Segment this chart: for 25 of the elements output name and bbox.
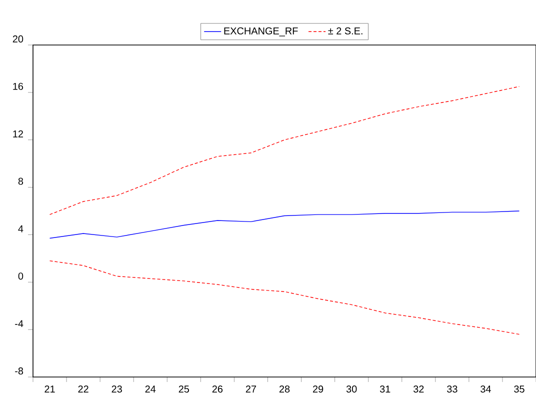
x-tick-label: 29	[312, 386, 324, 393]
x-tick-label: 30	[346, 386, 357, 393]
x-tick-label: 31	[380, 386, 390, 393]
x-tick-label: 24	[145, 386, 156, 392]
x-tick-label: 35	[514, 386, 524, 393]
x-tick-label: 22	[78, 386, 88, 392]
x-tick-label: 21	[44, 386, 55, 392]
x-tick-label: 25	[178, 386, 190, 393]
x-tick-label: 32	[413, 386, 424, 393]
legend-label: EXCHANGE_RF	[224, 27, 298, 36]
y-tick-label: 8	[18, 178, 24, 185]
x-tick-label: 34	[480, 386, 491, 393]
y-tick-label: 16	[13, 82, 24, 90]
x-tick-label: 28	[279, 386, 290, 393]
y-tick-label: 12	[13, 130, 23, 138]
y-tick-label: -8	[15, 367, 24, 374]
x-tick-label: 26	[212, 386, 223, 393]
y-tick-label: -4	[15, 320, 24, 328]
y-tick-label: 0	[18, 272, 24, 280]
x-tick-label: 33	[447, 386, 458, 393]
y-tick-label: 20	[12, 35, 24, 42]
y-tick-label: 4	[18, 225, 24, 232]
x-tick-label: 23	[112, 386, 122, 393]
x-tick-label: 27	[246, 386, 256, 392]
legend-label: ± 2 S.E.	[328, 27, 362, 34]
